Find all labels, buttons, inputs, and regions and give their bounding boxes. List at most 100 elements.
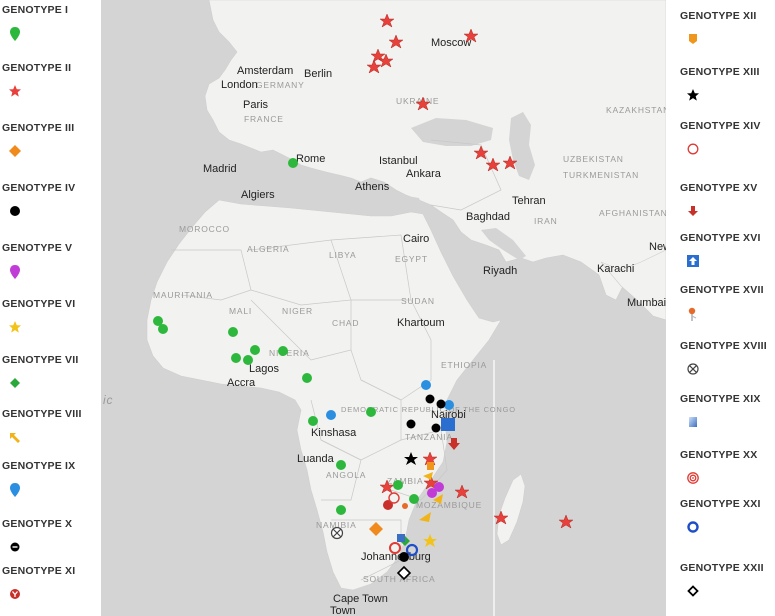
legend-label: GENOTYPE XVII [680,284,764,296]
green-pin-marker [302,373,312,383]
legend-label: GENOTYPE XVI [680,232,761,244]
country-label: NIGERIA [269,348,310,358]
orange-diamond-icon [8,144,24,162]
green-pin-icon [8,26,24,44]
map-canvas[interactable]: GERMANY FRANCE UKRAINE KAZAKHSTAN UZBEKI… [101,0,666,616]
city-label: Khartoum [397,317,445,329]
yellow-arrow-icon [8,430,24,448]
legend-label: GENOTYPE XI [2,565,76,577]
green-pin-marker [409,494,419,504]
red-ring-marker [388,492,400,504]
legend-label: GENOTYPE XXI [680,498,761,510]
country-label: MALI [229,306,252,316]
blue-pin-marker [326,410,336,420]
legend-label: GENOTYPE III [2,122,75,134]
country-label: UZBEKISTAN [563,154,624,164]
crossed-circle-icon [686,362,702,380]
green-pin-marker [336,460,346,470]
orange-flag-pin-marker [402,503,408,509]
legend-label: GENOTYPE XXII [680,562,764,574]
city-label: Berlin [304,68,332,80]
landmass-madagascar [496,473,526,546]
red-star-marker [473,145,489,160]
red-star-marker [378,53,394,68]
orange-diamond-marker [369,522,383,536]
green-pin-marker [278,346,288,356]
country-label: NIGER [282,306,313,316]
red-star-marker [493,510,509,525]
black-diamond-outline-icon [686,584,702,602]
country-label: SUDAN [401,296,435,306]
blue-ring-icon [686,520,702,538]
red-star-marker [415,96,431,111]
country-label: NAMIBIA [316,520,357,530]
green-pin-marker [336,505,346,515]
green-pin-marker [308,416,318,426]
green-pin-marker [158,324,168,334]
country-label: CHAD [332,318,359,328]
country-label: SOUTH AFRICA [363,574,435,584]
legend-label: GENOTYPE XV [680,182,758,194]
black-circle-icon [8,204,24,222]
city-label: Cairo [403,233,429,245]
red-star-marker [485,157,501,172]
blue-pin-marker [421,380,431,390]
green-pin-marker [231,353,241,363]
red-down-arrow-marker [448,438,460,450]
orange-tag-marker [427,462,434,470]
landmass-india [600,249,666,321]
red-star-marker [388,34,404,49]
red-star-marker [502,155,518,170]
yellow-star-marker [423,534,437,547]
red-ring-icon [686,142,702,160]
green-pin-marker [288,158,298,168]
red-target-marker [389,542,401,554]
blue-up-square-marker [441,418,455,431]
country-label: ETHIOPIA [441,360,487,370]
legend-label: GENOTYPE XIX [680,393,761,405]
crossed-circle-marker [330,526,344,540]
legend-label: GENOTYPE VI [2,298,76,310]
green-diamond-icon [8,376,24,394]
country-label: KAZAKHSTAN [606,105,666,115]
black-sea [411,118,493,146]
black-diamond-outline-marker [396,565,412,581]
city-label: Baghdad [466,211,510,223]
red-down-arrow-icon [686,204,702,222]
red-star-marker [463,28,479,43]
legend-label: GENOTYPE V [2,242,73,254]
city-label: Istanbul [379,155,418,167]
red-star-marker [366,59,382,74]
country-label: TURKMENISTAN [563,170,639,180]
legend-right: GENOTYPE XII GENOTYPE XIII GENOTYPE XIV GEN… [666,0,775,616]
country-label: DEMOCRATIC REPUBLIC OF THE CONGO [341,405,516,414]
country-label: TANZANIA [405,432,453,442]
yellow-arrow-marker [423,472,433,480]
city-label: Ankara [406,168,442,180]
city-label: Kinshasa [311,427,357,439]
map[interactable]: GERMANY FRANCE UKRAINE KAZAKHSTAN UZBEKI… [101,0,666,616]
city-label: Athens [355,181,390,193]
landmass-eurasia [204,0,666,301]
city-label: Paris [243,99,269,111]
green-pin-marker [393,480,403,490]
country-label: AFGHANISTAN [599,208,666,218]
country-label: MOZAMBIQUE [416,500,482,510]
country-label: ANGOLA [326,470,366,480]
city-label: Riyadh [483,265,517,277]
ocean-label: ic [103,393,113,407]
black-minus-circle-marker [425,394,435,404]
country-label: LIBYA [329,250,356,260]
green-pin-marker [366,407,376,417]
city-label: Moscow [431,37,471,49]
orange-tag-icon [686,32,702,50]
city-label: Karachi [597,263,634,275]
black-minus-circle-icon [8,540,24,558]
legend-label: GENOTYPE I [2,4,69,16]
blue-ring-marker [405,543,419,557]
legend-label: GENOTYPE XVIII [680,340,767,352]
city-label-suffix: Town [330,605,356,616]
legend-label: GENOTYPE XII [680,10,757,22]
country-label: ALGERIA [247,244,289,254]
red-y-circle-marker [383,500,393,510]
